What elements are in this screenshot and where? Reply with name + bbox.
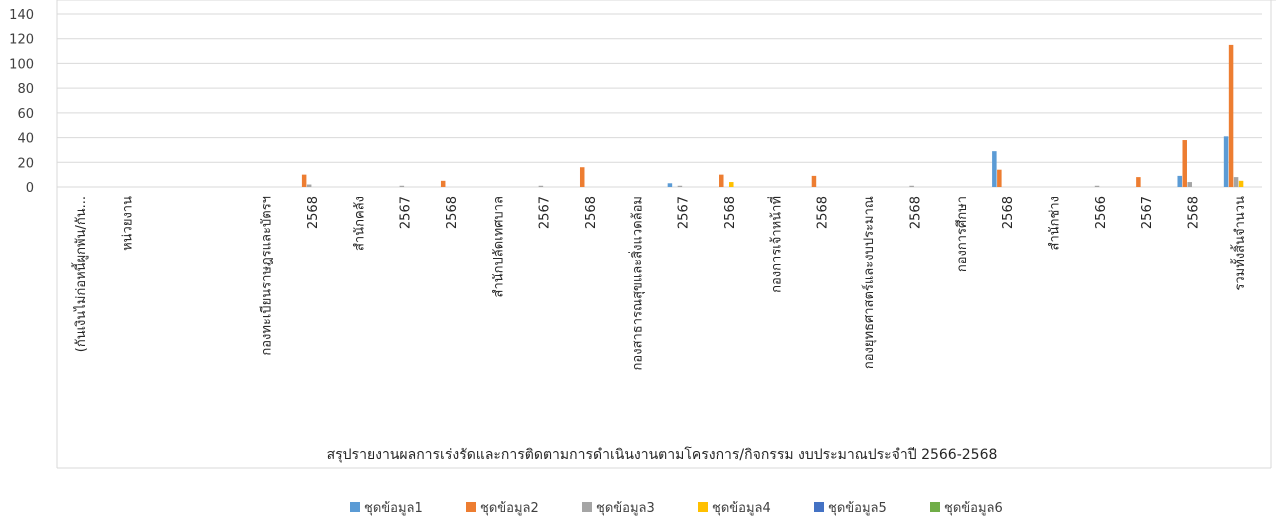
bar xyxy=(1238,180,1244,187)
x-category-label: 2567 xyxy=(1140,196,1155,229)
x-category-label: กองทะเบียนราษฎรและบัตรฯ xyxy=(259,196,275,356)
bar xyxy=(719,174,724,187)
x-category-label: กองยุทธศาสตร์และงบประมาณ xyxy=(861,196,877,369)
y-tick-label: 0 xyxy=(26,181,34,196)
bar xyxy=(997,169,1002,187)
bar xyxy=(301,174,307,187)
y-tick-label: 60 xyxy=(17,107,34,122)
y-tick-label: 40 xyxy=(17,132,34,147)
legend-label: ชุดข้อมูล6 xyxy=(944,501,1003,516)
bar xyxy=(909,185,914,187)
legend-label: ชุดข้อมูล2 xyxy=(480,501,539,516)
x-category-label: หน่วยงาน xyxy=(121,196,136,251)
bar xyxy=(1177,175,1182,187)
bar xyxy=(1094,185,1100,187)
bar xyxy=(399,185,405,187)
x-axis-title: สรุปรายงานผลการเร่งรัดและการติดตามการดำเ… xyxy=(327,446,998,463)
x-category-label: 2568 xyxy=(723,196,738,229)
x-category-label: (กันเงินไม่ก่อหนี้ผูกพัน/กัน... xyxy=(71,196,89,352)
legend-label: ชุดข้อมูล4 xyxy=(712,501,771,516)
x-category-label: กองสาธารณสุขและสิ่งแวดล้อม xyxy=(628,196,645,370)
x-category-label: สำนักคลัง xyxy=(352,196,367,251)
legend-swatch xyxy=(350,502,360,512)
y-tick-label: 120 xyxy=(9,33,34,48)
bar xyxy=(1182,140,1187,187)
legend-swatch xyxy=(930,502,940,512)
bar xyxy=(729,182,734,187)
bar xyxy=(1187,182,1192,187)
x-category-label: 2567 xyxy=(399,196,414,229)
x-category-label: 2568 xyxy=(908,196,923,229)
bar xyxy=(677,185,683,187)
legend: ชุดข้อมูล1 ชุดข้อมูล2 ชุดข้อมูล3 ชุดข้อมูล4… xyxy=(350,501,1003,516)
bars xyxy=(301,44,1244,188)
x-category-label: 2567 xyxy=(538,196,553,229)
bar xyxy=(1223,136,1229,187)
x-category-label: 2568 xyxy=(584,196,599,229)
gridlines xyxy=(56,0,1276,469)
y-tick-label: 100 xyxy=(9,57,34,72)
x-axis-category-labels: (กันเงินไม่ก่อหนี้ผูกพัน/กัน... หน่วยงาน ก… xyxy=(71,196,1248,371)
legend-swatch xyxy=(466,502,476,512)
legend-label: ชุดข้อมูล1 xyxy=(364,501,423,516)
x-category-label: 2568 xyxy=(445,196,460,229)
x-category-label: 2567 xyxy=(677,196,692,229)
bar xyxy=(579,167,585,187)
legend-swatch xyxy=(698,502,708,512)
legend-label: ชุดข้อมูล3 xyxy=(596,501,655,516)
x-category-label: 2568 xyxy=(1186,196,1201,229)
x-category-label: สำนักช่าง xyxy=(1047,196,1062,250)
bar xyxy=(1233,177,1239,187)
bar xyxy=(1228,44,1234,188)
x-category-label: 2568 xyxy=(1001,196,1016,229)
legend-swatch xyxy=(814,502,824,512)
x-category-label: รวมทั้งสิ้นจำนวน xyxy=(1230,196,1248,291)
x-category-label: 2566 xyxy=(1094,196,1109,229)
bar xyxy=(440,180,446,187)
bar xyxy=(306,184,312,187)
x-category-label: 2568 xyxy=(306,196,321,229)
x-category-label: สำนักปลัดเทศบาล xyxy=(491,196,506,297)
x-category-label: กองการเจ้าหน้าที่ xyxy=(767,196,784,293)
x-category-label: 2568 xyxy=(816,196,831,229)
x-category-label: กองการศึกษา xyxy=(955,196,970,272)
bar xyxy=(667,183,673,187)
y-axis-ticks: 0 20 40 60 80 100 120 140 xyxy=(9,8,34,196)
y-tick-label: 20 xyxy=(17,156,34,171)
bar xyxy=(811,175,817,187)
y-tick-label: 80 xyxy=(17,82,34,97)
legend-swatch xyxy=(582,502,592,512)
bar xyxy=(538,185,544,187)
legend-label: ชุดข้อมูล5 xyxy=(828,501,887,516)
y-tick-label: 140 xyxy=(9,8,34,23)
bar xyxy=(1136,177,1141,187)
bar xyxy=(992,151,997,187)
